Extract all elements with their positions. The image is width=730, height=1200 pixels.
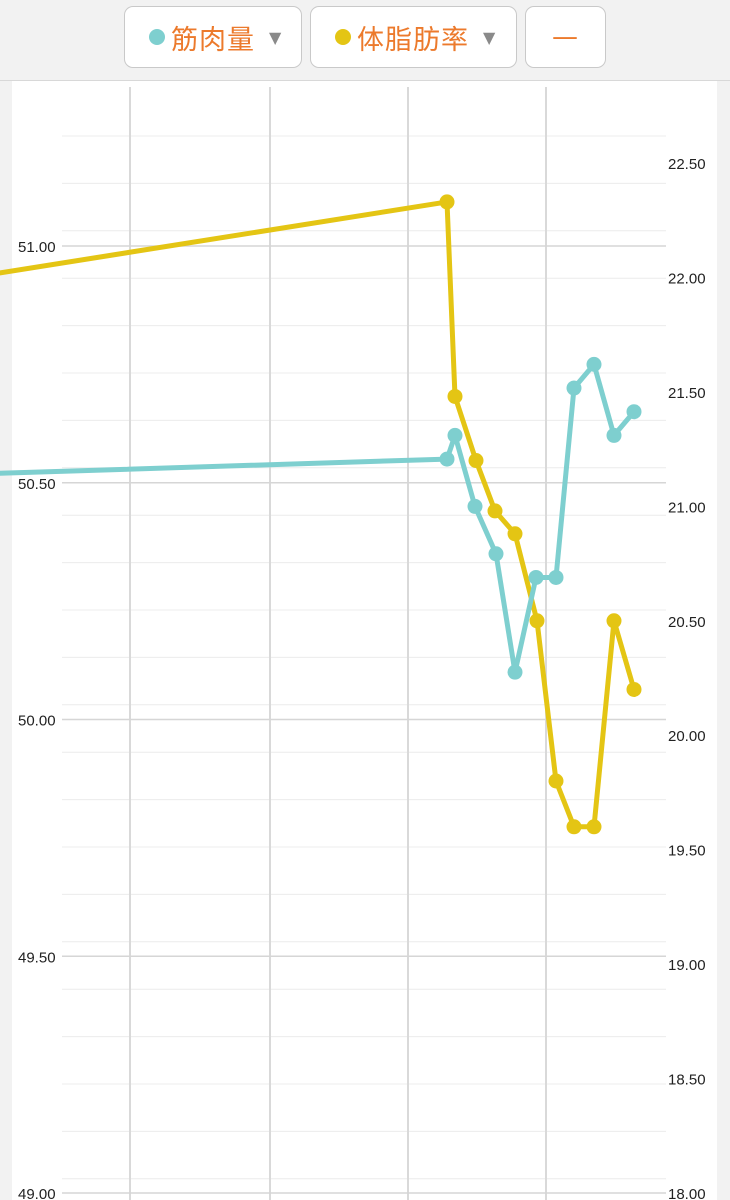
line-chart[interactable]: 51.00 50.50 50.00 49.50 49.00 22.50 22.00 21.5… <box>0 81 730 1200</box>
bodyfat-series-selector[interactable]: 体脂肪率 ▼ <box>310 6 517 68</box>
muscle-series-dot-icon <box>149 29 165 45</box>
series-layer <box>0 194 642 835</box>
muscle-data-point[interactable] <box>626 404 642 420</box>
chevron-down-icon: ▼ <box>269 27 282 47</box>
left-axis-tick-label: 50.50 <box>18 476 56 493</box>
right-axis: 22.50 22.00 21.50 21.00 20.50 20.00 19.50 19.00… <box>668 156 706 1200</box>
muscle-data-point[interactable] <box>548 569 564 585</box>
bodyfat-data-point[interactable] <box>487 503 503 519</box>
right-axis-tick-label: 19.00 <box>668 957 706 974</box>
right-axis-tick-label: 18.50 <box>668 1072 706 1089</box>
minus-label: — <box>552 22 579 52</box>
bodyfat-data-point[interactable] <box>507 526 523 542</box>
grid <box>62 87 666 1200</box>
remove-series-button[interactable]: — <box>525 6 606 68</box>
muscle-data-point[interactable] <box>586 356 602 372</box>
right-axis-tick-label: 22.00 <box>668 270 706 287</box>
muscle-data-point[interactable] <box>488 546 504 562</box>
muscle-data-point[interactable] <box>606 427 622 443</box>
left-axis-tick-label: 49.50 <box>18 949 56 966</box>
bodyfat-series-line <box>0 199 637 830</box>
bodyfat-data-point[interactable] <box>439 194 455 210</box>
muscle-data-point[interactable] <box>528 569 544 585</box>
bodyfat-data-point[interactable] <box>606 613 622 629</box>
right-axis-tick-label: 21.50 <box>668 385 706 402</box>
bodyfat-data-point[interactable] <box>566 819 582 835</box>
right-axis-tick-label: 18.00 <box>668 1186 706 1200</box>
bodyfat-data-point[interactable] <box>586 819 602 835</box>
bodyfat-series-dot-icon <box>335 29 351 45</box>
bodyfat-data-point[interactable] <box>548 773 564 789</box>
chart-area: 51.00 50.50 50.00 49.50 49.00 22.50 22.00 21.5… <box>0 81 730 1200</box>
bodyfat-data-point[interactable] <box>626 681 642 697</box>
muscle-data-point[interactable] <box>439 451 455 467</box>
left-axis-tick-label: 50.00 <box>18 713 56 730</box>
right-axis-tick-label: 19.50 <box>668 843 706 860</box>
right-axis-tick-label: 20.50 <box>668 614 706 631</box>
muscle-series-selector[interactable]: 筋肉量 ▼ <box>124 6 302 68</box>
muscle-data-point[interactable] <box>467 498 483 514</box>
muscle-series-label: 筋肉量 <box>171 24 255 56</box>
bodyfat-data-point[interactable] <box>529 613 545 629</box>
left-axis-tick-label: 49.00 <box>18 1186 56 1200</box>
bodyfat-data-point[interactable] <box>468 453 484 469</box>
chevron-down-icon: ▼ <box>483 27 496 47</box>
legend-bar: 筋肉量 ▼ 体脂肪率 ▼ — <box>0 0 730 81</box>
muscle-data-point[interactable] <box>447 427 463 443</box>
muscle-data-point[interactable] <box>566 380 582 396</box>
muscle-data-point[interactable] <box>507 664 523 680</box>
bodyfat-data-point[interactable] <box>447 388 463 404</box>
left-axis: 51.00 50.50 50.00 49.50 49.00 <box>18 239 56 1200</box>
left-axis-tick-label: 51.00 <box>18 239 56 256</box>
right-axis-tick-label: 22.50 <box>668 156 706 173</box>
right-axis-tick-label: 20.00 <box>668 728 706 745</box>
right-axis-tick-label: 21.00 <box>668 499 706 516</box>
bodyfat-series-label: 体脂肪率 <box>357 24 469 56</box>
